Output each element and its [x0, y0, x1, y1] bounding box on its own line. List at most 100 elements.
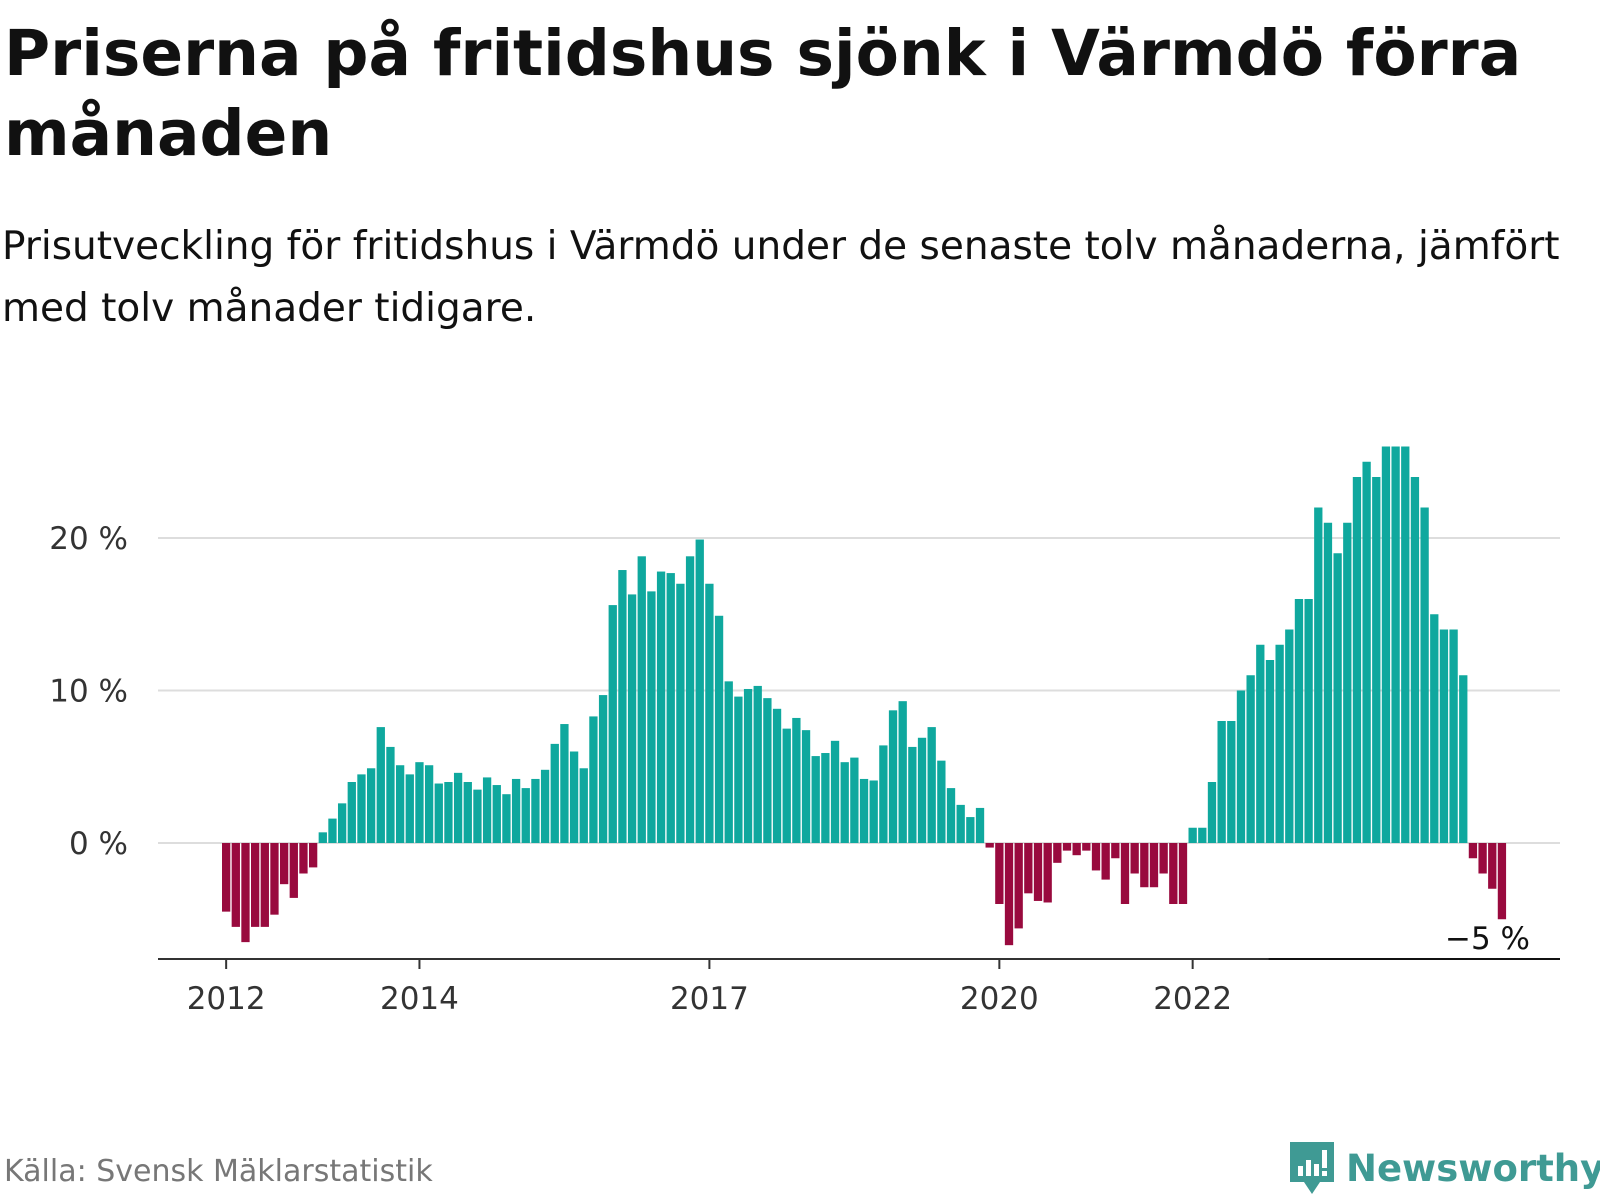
bar: [579, 768, 588, 843]
bar: [1468, 843, 1478, 859]
bar: [1149, 843, 1159, 888]
bar: [1304, 599, 1313, 843]
bar: [1314, 507, 1323, 843]
bar: [1024, 843, 1033, 894]
bar: [985, 843, 994, 848]
bar: [279, 843, 289, 885]
x-tick-label: 2012: [187, 981, 266, 1017]
bar: [753, 685, 762, 843]
bar: [695, 539, 704, 843]
bar: [569, 751, 579, 843]
bar: [347, 782, 356, 843]
bar: [1043, 843, 1052, 903]
bar: [1449, 629, 1458, 843]
bar: [627, 594, 637, 843]
bar: [1159, 843, 1168, 874]
bar: [502, 794, 511, 843]
chart-subtitle: Prisutveckling för fritidshus i Värmdö u…: [2, 224, 1560, 331]
bar: [1343, 522, 1352, 843]
bar: [656, 571, 666, 843]
bar: [840, 762, 849, 843]
bar: [647, 591, 656, 844]
bar: [405, 774, 414, 844]
chart-title: Priserna på fritidshus sjönk i Värmdö fö…: [4, 17, 1522, 170]
bar: [1362, 461, 1371, 843]
bar: [1033, 843, 1043, 901]
bar: [473, 789, 482, 844]
bar: [318, 832, 327, 843]
bar: [772, 708, 782, 843]
bar: [937, 760, 946, 843]
bar: [1410, 477, 1420, 843]
bar: [415, 762, 424, 843]
bar: [289, 843, 298, 898]
bar: [608, 605, 617, 843]
bar: [1352, 477, 1362, 843]
bar: [1420, 507, 1429, 843]
bar: [1178, 843, 1188, 904]
bar: [560, 724, 569, 843]
bar: [222, 843, 231, 912]
bar: [1236, 690, 1246, 843]
bar: [995, 843, 1004, 904]
bar: [453, 772, 463, 843]
bar: [1294, 599, 1304, 843]
bar: [366, 768, 376, 843]
bar: [1072, 843, 1081, 856]
bar: [424, 765, 434, 843]
bar: [1285, 629, 1294, 843]
bar: [1198, 827, 1207, 843]
bar: [1111, 843, 1120, 859]
bar: [1323, 522, 1333, 843]
bar: [1091, 843, 1101, 871]
bar: [975, 807, 985, 843]
bar: [801, 730, 811, 843]
bar: [782, 728, 791, 844]
bar: [1130, 843, 1139, 874]
bar: [463, 782, 472, 843]
bar: [869, 780, 878, 843]
bar: [492, 785, 501, 843]
bar: [1401, 446, 1410, 843]
bar: [714, 615, 724, 843]
bar: [1275, 644, 1284, 843]
bar: [705, 583, 714, 843]
bar: [1207, 782, 1217, 843]
bar: [1227, 721, 1236, 843]
bar: [811, 756, 820, 843]
bar: [743, 688, 753, 843]
bar: [879, 745, 888, 843]
bar: [1140, 843, 1149, 888]
bar: [231, 843, 240, 927]
bar: [1014, 843, 1023, 929]
bar: [830, 740, 840, 843]
x-tick-label: 2017: [670, 981, 749, 1017]
bar: [270, 843, 279, 915]
y-tick-label: 20 %: [49, 521, 128, 557]
bar: [1053, 843, 1062, 863]
bar: [376, 727, 385, 843]
bar: [1256, 644, 1265, 843]
bar: [618, 570, 627, 843]
x-tick-label: 2020: [960, 981, 1039, 1017]
bar: [386, 746, 395, 843]
bar: [511, 778, 521, 843]
brand-name: Newsworthy: [1346, 1146, 1600, 1190]
bar: [637, 556, 646, 843]
bar: [241, 843, 250, 943]
bar: [763, 698, 772, 844]
bar: [531, 778, 540, 843]
bar: [482, 777, 492, 843]
bar: [444, 782, 453, 843]
bar: [328, 818, 337, 843]
bar: [1372, 477, 1381, 843]
bar: [956, 804, 965, 844]
bar: [908, 746, 917, 843]
bar: [734, 696, 743, 843]
bar: [676, 583, 685, 843]
bar: [260, 843, 269, 927]
newsworthy-logo-icon: [1290, 1142, 1334, 1194]
y-tick-label: 10 %: [49, 674, 128, 710]
x-tick-label: 2022: [1153, 981, 1232, 1017]
bar: [1497, 843, 1507, 920]
